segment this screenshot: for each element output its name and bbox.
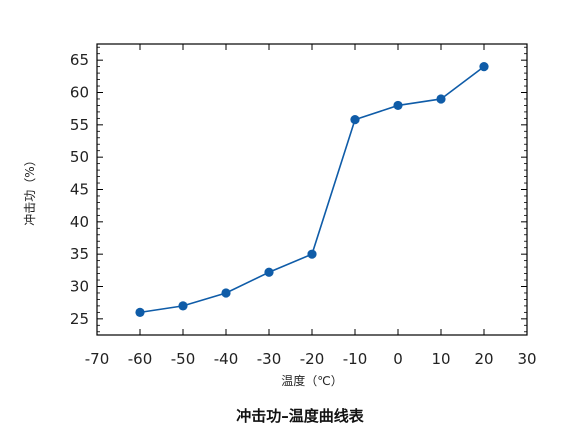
y-tick-label: 30: [70, 278, 89, 296]
y-tick-label: 25: [70, 310, 89, 328]
data-point: [479, 62, 489, 72]
x-axis: -70 -60 -50 -40 -30 -20 -10 0 10 20 30: [85, 44, 537, 368]
y-axis-label: 冲击功（%）: [22, 154, 37, 225]
x-tick-label: 30: [517, 350, 536, 368]
data-point: [264, 267, 274, 277]
data-point: [178, 301, 188, 311]
x-tick-label: 20: [474, 350, 493, 368]
y-tick-label: 60: [70, 84, 89, 102]
y-tick-label: 40: [70, 213, 89, 231]
series-line: [139, 65, 485, 314]
data-point: [135, 307, 145, 317]
plot-frame: [96, 43, 528, 336]
data-point: [436, 94, 446, 104]
data-point: [350, 115, 360, 125]
x-tick-label: -40: [214, 350, 239, 368]
y-tick-label: 65: [70, 51, 89, 69]
y-axis: 25 30 35 40 45 50 55 60 65: [70, 46, 527, 333]
x-tick-label: 10: [431, 350, 450, 368]
series-points: [135, 62, 489, 317]
x-tick-label: -70: [85, 350, 110, 368]
data-point: [307, 249, 317, 259]
y-tick-label: 55: [70, 116, 89, 134]
x-tick-label: 0: [393, 350, 403, 368]
x-tick-label: -50: [171, 350, 196, 368]
y-tick-label: 45: [70, 181, 89, 199]
data-point: [221, 288, 231, 298]
x-tick-label: -60: [128, 350, 153, 368]
data-point: [393, 100, 403, 111]
chart-title: 冲击功–温度曲线表: [236, 407, 365, 425]
y-tick-label: 50: [70, 148, 89, 166]
x-axis-label: 温度（℃）: [281, 373, 342, 388]
x-tick-label: -10: [343, 350, 368, 368]
y-tick-label: 35: [70, 245, 89, 263]
x-tick-label: -30: [257, 350, 282, 368]
x-tick-label: -20: [300, 350, 325, 368]
